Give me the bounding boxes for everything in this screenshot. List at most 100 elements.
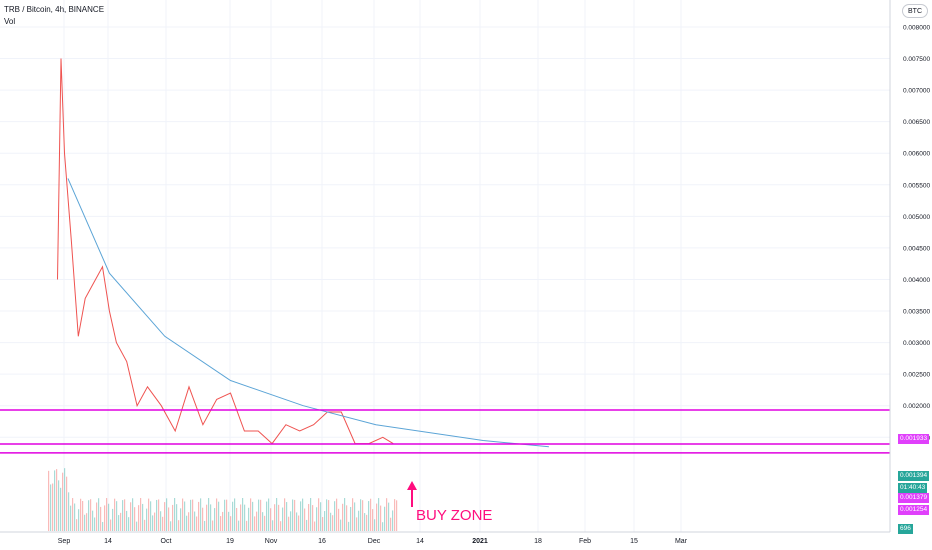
trend-curve [67,178,549,448]
volume-bar [216,498,218,531]
volume-bar [54,470,56,531]
y-tick-label: 0.006000 [903,151,930,158]
volume-bar [324,511,326,531]
volume-bar [382,522,384,531]
volume-bar [228,511,230,531]
volume-indicator-label[interactable]: Vol [4,17,16,26]
volume-bar [142,503,144,531]
volume-bar [328,500,330,531]
volume-bar [132,498,134,531]
volume-bar [156,499,158,531]
volume-bar [322,517,324,531]
y-tick-label: 0.007000 [903,88,930,95]
volume-bar [364,513,366,531]
volume-bar [66,476,68,531]
volume-bar [102,521,104,531]
volume-bar [226,499,228,531]
volume-bar [206,504,208,531]
volume-bar [180,508,182,531]
volume-bar [348,521,350,531]
volume-bar [106,498,108,531]
volume-bar [276,498,278,531]
volume-bar [334,501,336,531]
volume-bar [198,501,200,531]
x-tick-label: Oct [161,538,172,545]
volume-bar [372,509,374,531]
volume-bar [84,514,86,531]
x-tick-label: Sep [58,538,71,545]
volume-bar [94,517,96,531]
volume-bar [104,505,106,531]
volume-bar [80,498,82,531]
volume-bar [154,512,156,531]
volume-bar [336,498,338,531]
volume-bar [354,502,356,531]
x-tick-label: 2021 [472,538,488,545]
y-tick-label: 0.004000 [903,277,930,284]
volume-bar [140,498,142,531]
volume-bar [230,516,232,531]
volume-bar [162,516,164,531]
volume-bar [182,498,184,531]
volume-bar [136,521,138,531]
volume-bar [374,519,376,531]
volume-bar [262,512,264,531]
volume-bar [194,511,196,531]
volume-bar [130,502,132,531]
volume-bar [128,517,130,531]
volume-bar [222,511,224,531]
x-tick-label: Feb [579,538,591,545]
volume-bar [278,504,280,531]
volume-bar [294,499,296,531]
volume-bar [394,499,396,531]
x-tick-label: 19 [226,538,234,545]
volume-bar [98,498,100,531]
volume-bar [304,508,306,531]
volume-bar [126,510,128,531]
volume-bar [300,501,302,531]
volume-bar [88,500,90,531]
x-tick-label: 14 [416,538,424,545]
volume-bar [152,515,154,531]
volume-bar [236,507,238,531]
volume-bar [314,521,316,531]
volume-bar [62,472,64,531]
volume-bar [292,499,294,531]
price-axis-label: 0.001394 [898,471,930,481]
volume-bar [296,512,298,531]
price-axis-label: 0.001933 [898,434,930,444]
y-tick-label: 0.005500 [903,182,930,189]
price-axis[interactable]: 0.008000 0.007500 0.007000 0.006500 0.006000… [903,24,930,441]
symbol-title[interactable]: TRB / Bitcoin, 4h, BINANCE [4,5,105,14]
volume-bar [286,502,288,531]
volume-bar [110,519,112,531]
volume-bar [48,470,50,531]
volume-bar [86,513,88,531]
volume-bar [250,498,252,531]
price-axis-label: 696 [898,524,913,534]
volume-bar [312,505,314,531]
y-tick-label: 0.004500 [903,245,930,252]
volume-bar [246,520,248,531]
currency-badge[interactable]: BTC [902,4,928,18]
volume-bar [160,511,162,531]
volume-bar [202,507,204,531]
volume-bar [204,520,206,531]
volume-bar [218,501,220,531]
volume-bar [282,507,284,531]
time-axis[interactable]: Sep 14 Oct 19 Nov 16 Dec 14 2021 18 Feb 15 Mar [58,538,688,545]
volume-bar [220,516,222,531]
volume-bars [48,468,398,531]
volume-bar [208,498,210,531]
volume-bar [108,503,110,531]
volume-bar [96,502,98,531]
volume-bar [380,505,382,531]
volume-bar [272,520,274,531]
volume-bar [244,504,246,531]
volume-bar [248,507,250,531]
volume-bar [78,509,80,531]
volume-bar [386,498,388,531]
volume-bar [264,515,266,531]
volume-bar [232,501,234,531]
